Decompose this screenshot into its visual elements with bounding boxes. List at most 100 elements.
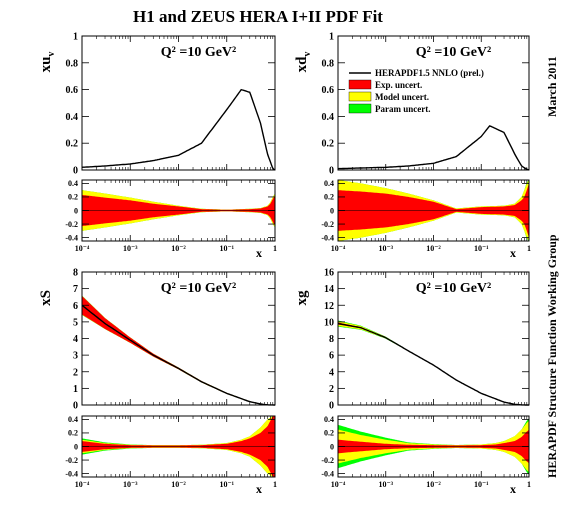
xg-ratio-xtick-label: 1 [527,480,531,489]
xS-ratio-xtick-label: 10⁻¹ [219,480,234,489]
xu_v-ratio-ytick-label: 0.4 [68,179,78,188]
xS-ratio-ytick-label: 0.4 [68,415,78,424]
xd_v-ratio-xtick-label: 10⁻¹ [474,244,489,253]
panels-group: 0 0.2 0.4 0.6 0.8 1 xuv Q² =10 GeV² 10⁻⁴ 10⁻³ 10⁻²… [38,32,531,497]
legend-label: Exp. uncert. [375,80,422,90]
panel-xS: 0 1 2 3 4 5 6 7 8 xS Q² =10 GeV² 10⁻⁴ 10⁻³ 10⁻² 10⁻¹ 1 -… [38,268,277,497]
xS-main-ytick-label: 5 [73,317,78,328]
legend: HERAPDF1.5 NNLO (prel.) Exp. uncert. Model… [348,68,484,114]
xu_v-param-band [82,89,275,170]
xg-model-band [338,321,529,405]
xg-main-ytick-label: 4 [329,367,334,378]
xd_v-ylabel: xdv [294,52,313,73]
xu_v-ratio-ytick-label: 0.2 [68,193,78,202]
xg-param-band [338,320,529,405]
xS-xlabel: x [256,482,262,496]
xg-ratio-ytick-label: 0.4 [324,415,334,424]
xd_v-ratio-ytick-label: 0.4 [324,179,334,188]
xu_v-ratio-ytick-label: -0.4 [65,233,78,242]
xg-ratio-xtick-label: 10⁻¹ [474,480,489,489]
xS-ratio-ytick-label: 0.2 [68,429,78,438]
xg-main-ytick-label: 16 [324,268,334,279]
xg-main-ytick-label: 8 [329,334,334,345]
panel-xd_v: 0 0.2 0.4 0.6 0.8 1 xdv Q² =10 GeV² 10⁻⁴ 10⁻³ 10⁻²… [294,32,531,261]
xg-main-ytick-label: 0 [329,401,334,412]
xg-ratio-ytick-label: -0.4 [321,469,334,478]
xu_v-ratio-xtick-label: 10⁻⁴ [75,244,90,253]
xS-central-line [81,304,275,406]
xu_v-ratio-ytick-label: 0 [74,206,78,215]
xg-ratio-xtick-label: 10⁻⁴ [331,480,346,489]
xu_v-main-ytick-label: 0.4 [66,112,79,123]
xS-main-ytick-label: 7 [73,284,78,295]
xd_v-main-ytick-label: 0.2 [322,139,335,150]
legend-swatch [348,79,372,90]
xg-central-line [337,322,529,406]
legend-swatch [348,91,372,102]
xu_v-main-ytick-label: 0.2 [66,139,79,150]
xu_v-ylabel: xuv [38,52,57,73]
xg-ylabel: xg [294,290,310,306]
xS-main-ytick-label: 2 [73,367,78,378]
xg-ratio-xtick-label: 10⁻² [426,480,441,489]
xg-main-ytick-label: 12 [324,301,334,312]
xS-main-ytick-label: 1 [73,384,78,395]
xg-xlabel: x [510,482,516,496]
xu_v-main-ytick-label: 1 [73,32,78,43]
xS-ratio-ytick-label: -0.4 [65,469,78,478]
xS-main-ytick-label: 8 [73,268,78,279]
xS-ratio-ytick-label: -0.2 [65,456,78,465]
xu_v-annotation: Q² =10 GeV² [161,45,236,60]
xd_v-central-line [337,125,530,171]
xd_v-ratio-ytick-label: 0 [330,206,334,215]
xS-ylabel: xS [38,290,54,306]
legend-label: Model uncert. [375,92,429,102]
xd_v-xlabel: x [510,246,516,260]
xS-main-ytick-label: 3 [73,351,78,362]
xu_v-model-band [82,89,275,170]
xg-main-ytick-label: 2 [329,384,334,395]
xd_v-ratio-xtick-label: 10⁻³ [378,244,393,253]
xd_v-main-ytick-label: 0.8 [322,58,335,69]
legend-label: HERAPDF1.5 NNLO (prel.) [375,68,484,78]
xS-ratio-ytick-label: 0 [74,442,78,451]
panel-xu_v: 0 0.2 0.4 0.6 0.8 1 xuv Q² =10 GeV² 10⁻⁴ 10⁻³ 10⁻²… [38,32,277,261]
xS-ratio-xtick-label: 10⁻³ [123,480,138,489]
xd_v-ratio-ytick-label: -0.2 [321,220,334,229]
xd_v-ratio-xtick-label: 10⁻² [426,244,441,253]
xS-main-ytick-label: 0 [73,401,78,412]
xu_v-main-ytick-label: 0.6 [66,85,79,96]
xS-exp-band [82,296,275,405]
xu_v-xlabel: x [256,246,262,260]
figure-title: H1 and ZEUS HERA I+II PDF Fit [133,7,383,26]
xd_v-ratio-xtick-label: 1 [527,244,531,253]
xd_v-ratio-xtick-label: 10⁻⁴ [331,244,346,253]
xg-main-ytick-label: 14 [324,284,334,295]
legend-label: Param uncert. [375,104,430,114]
xg-ratio-ytick-label: -0.2 [321,456,334,465]
xu_v-main-ytick-label: 0 [73,166,78,177]
xd_v-main-ytick-label: 0.4 [322,112,335,123]
xu_v-main-ytick-label: 0.8 [66,58,79,69]
xd_v-main-ytick-label: 0 [329,166,334,177]
xS-param-band [82,295,275,405]
xd_v-ratio-ytick-label: -0.4 [321,233,334,242]
xd_v-ratio-ytick-label: 0.2 [324,193,334,202]
xg-ratio-ytick-label: 0 [330,442,334,451]
xS-ratio-xtick-label: 10⁻² [171,480,186,489]
xg-ratio-ytick-label: 0.2 [324,429,334,438]
xd_v-main-ytick-label: 1 [329,32,334,43]
xu_v-central-line [81,88,276,171]
xS-ratio-xtick-label: 10⁻⁴ [75,480,90,489]
xS-main-ytick-label: 4 [73,334,78,345]
xS-annotation: Q² =10 GeV² [161,281,236,296]
xu_v-ratio-xtick-label: 10⁻² [171,244,186,253]
working-group-label: HERAPDF Structure Function Working Group [545,234,559,478]
xg-exp-band [338,322,529,405]
xg-main-ytick-label: 10 [324,317,334,328]
xg-annotation: Q² =10 GeV² [416,281,491,296]
xu_v-exp-band [82,89,275,170]
xu_v-ratio-xtick-label: 1 [273,244,277,253]
